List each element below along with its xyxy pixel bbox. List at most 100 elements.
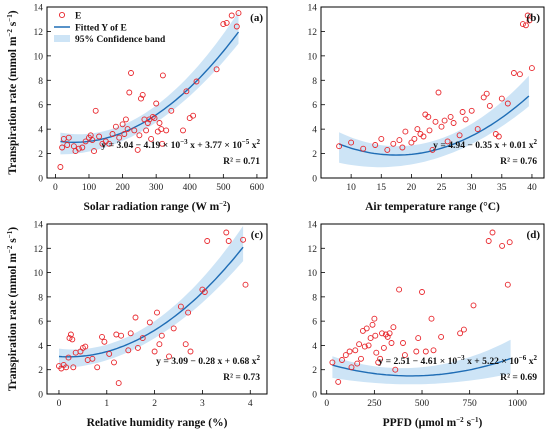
y-tick-label: 4	[312, 342, 317, 352]
x-axis-label: Relative humidity range (%)	[87, 417, 228, 429]
y-tick-label: 4	[38, 342, 43, 352]
data-point	[128, 70, 134, 76]
data-point	[524, 12, 531, 19]
data-point	[185, 309, 192, 316]
data-point	[220, 21, 227, 28]
data-point	[126, 89, 133, 96]
data-point	[342, 352, 349, 359]
y-tick-label: 10	[308, 269, 318, 279]
data-point	[57, 164, 64, 170]
data-point	[115, 380, 122, 387]
x-tick-label: 250	[367, 399, 382, 409]
data-point	[75, 145, 82, 152]
data-point	[373, 349, 380, 356]
fit-equation: y = 3.04 − 4.19 × 10−3 x + 3.77 × 10−5 x…	[101, 138, 260, 151]
y-axis-label: Transpiration rate (mmol m−2 s−1)	[6, 10, 19, 174]
data-point	[225, 238, 232, 244]
y-tick-label: 6	[312, 101, 317, 111]
y-tick-label: 0	[312, 391, 317, 401]
y-axis-label: Transpiration rate (mmol m−2 s−1)	[6, 227, 19, 391]
data-point	[372, 142, 379, 148]
y-tick-label: 0	[38, 175, 43, 185]
x-tick-label: 500	[415, 399, 430, 409]
data-point	[66, 335, 73, 342]
x-tick-label: 15	[377, 183, 387, 193]
data-point	[201, 289, 208, 295]
data-point	[106, 350, 113, 357]
confidence-band	[339, 75, 529, 168]
data-point	[138, 95, 144, 102]
x-tick-label: 3	[200, 399, 205, 409]
data-point	[151, 115, 158, 122]
panel-tag: (b)	[527, 12, 541, 24]
x-tick-label: 40	[527, 183, 537, 193]
data-point	[462, 116, 469, 123]
data-point	[119, 121, 126, 128]
r-squared: R² = 0.71	[223, 156, 260, 167]
x-tick-label: 600	[250, 183, 265, 193]
data-point	[486, 102, 493, 109]
data-point	[399, 144, 406, 151]
data-point	[127, 330, 134, 337]
data-point	[510, 70, 517, 76]
data-point	[182, 341, 189, 348]
r-squared: R² = 0.69	[500, 372, 537, 383]
axes-frame	[320, 223, 545, 395]
data-point	[504, 281, 511, 288]
x-tick-label: 25	[437, 183, 447, 193]
data-point	[151, 348, 158, 355]
x-tick-label: 30	[467, 183, 477, 193]
data-point	[121, 131, 128, 137]
y-tick-label: 6	[38, 101, 43, 111]
data-point	[112, 123, 119, 130]
data-point	[414, 126, 421, 133]
x-tick-label: 750	[463, 399, 478, 409]
data-point	[348, 364, 355, 371]
data-point	[143, 127, 150, 134]
y-tick-label: 4	[38, 126, 43, 136]
data-point	[180, 127, 186, 134]
fit-equation: y = 3.09 − 0.28 x + 0.68 x2	[156, 354, 260, 367]
x-axis-label: PPFD (μmol m−2 s−1)	[383, 416, 483, 429]
r-squared: R² = 0.76	[500, 156, 537, 167]
fit-line	[338, 95, 530, 156]
data-point	[365, 342, 372, 349]
data-point	[204, 238, 211, 244]
x-axis-label: Air temperature range (°C)	[365, 201, 500, 213]
legend-point-icon	[58, 11, 66, 19]
data-point	[82, 138, 89, 145]
data-point	[369, 321, 376, 328]
data-point	[401, 352, 408, 359]
data-point	[438, 333, 445, 340]
data-point	[163, 127, 170, 134]
data-point	[146, 319, 153, 326]
data-point	[378, 135, 385, 142]
data-point	[384, 146, 391, 153]
data-point	[526, 17, 533, 24]
x-tick-label: 500	[216, 183, 231, 193]
fit-equation: y = 4.94 − 0.35 x + 0.01 x2	[433, 138, 537, 151]
data-point	[69, 336, 76, 343]
x-tick-label: 300	[149, 183, 164, 193]
data-point	[187, 348, 194, 355]
legend-band-icon	[54, 35, 70, 42]
x-tick-label: 35	[497, 183, 507, 193]
data-point	[118, 332, 125, 339]
x-tick-label: 20	[407, 183, 417, 193]
confidence-band	[60, 11, 239, 155]
data-point	[419, 289, 425, 295]
data-point	[183, 88, 190, 95]
data-point	[134, 146, 141, 153]
r-squared: R² = 0.73	[223, 372, 260, 383]
data-point	[504, 100, 511, 107]
data-point	[213, 66, 220, 73]
data-point	[136, 132, 143, 139]
data-point	[438, 123, 445, 130]
y-tick-label: 14	[34, 4, 44, 14]
data-point	[99, 333, 105, 340]
x-tick-label: 0	[57, 399, 62, 409]
data-point	[422, 348, 429, 355]
panel-tag: (d)	[527, 229, 541, 241]
y-tick-label: 2	[38, 150, 43, 160]
data-point	[125, 347, 132, 354]
